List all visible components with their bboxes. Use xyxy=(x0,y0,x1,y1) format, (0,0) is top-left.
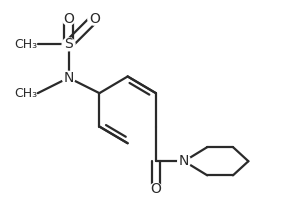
Text: CH₃: CH₃ xyxy=(15,38,38,51)
Text: O: O xyxy=(89,12,100,26)
Circle shape xyxy=(88,12,101,25)
Circle shape xyxy=(62,12,75,25)
Circle shape xyxy=(62,38,75,51)
Circle shape xyxy=(149,183,162,196)
Circle shape xyxy=(62,71,75,84)
Text: O: O xyxy=(150,183,161,197)
Circle shape xyxy=(178,155,191,168)
Text: N: N xyxy=(64,71,74,85)
Text: N: N xyxy=(179,154,189,168)
Text: S: S xyxy=(64,37,73,51)
Text: O: O xyxy=(63,12,74,26)
Text: CH₃: CH₃ xyxy=(15,87,38,100)
